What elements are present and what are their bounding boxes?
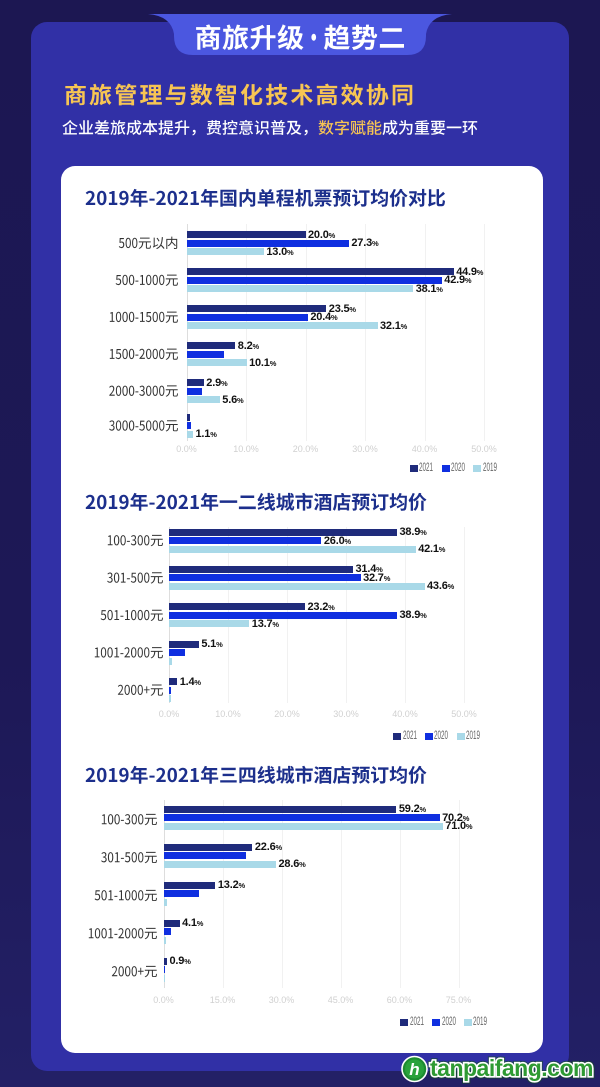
svg-text:tanpaifang.com: tanpaifang.com [430, 1055, 593, 1081]
svg-text:h: h [409, 1060, 419, 1079]
svg-text:tanpaifang.com: tanpaifang.com [430, 1055, 593, 1081]
